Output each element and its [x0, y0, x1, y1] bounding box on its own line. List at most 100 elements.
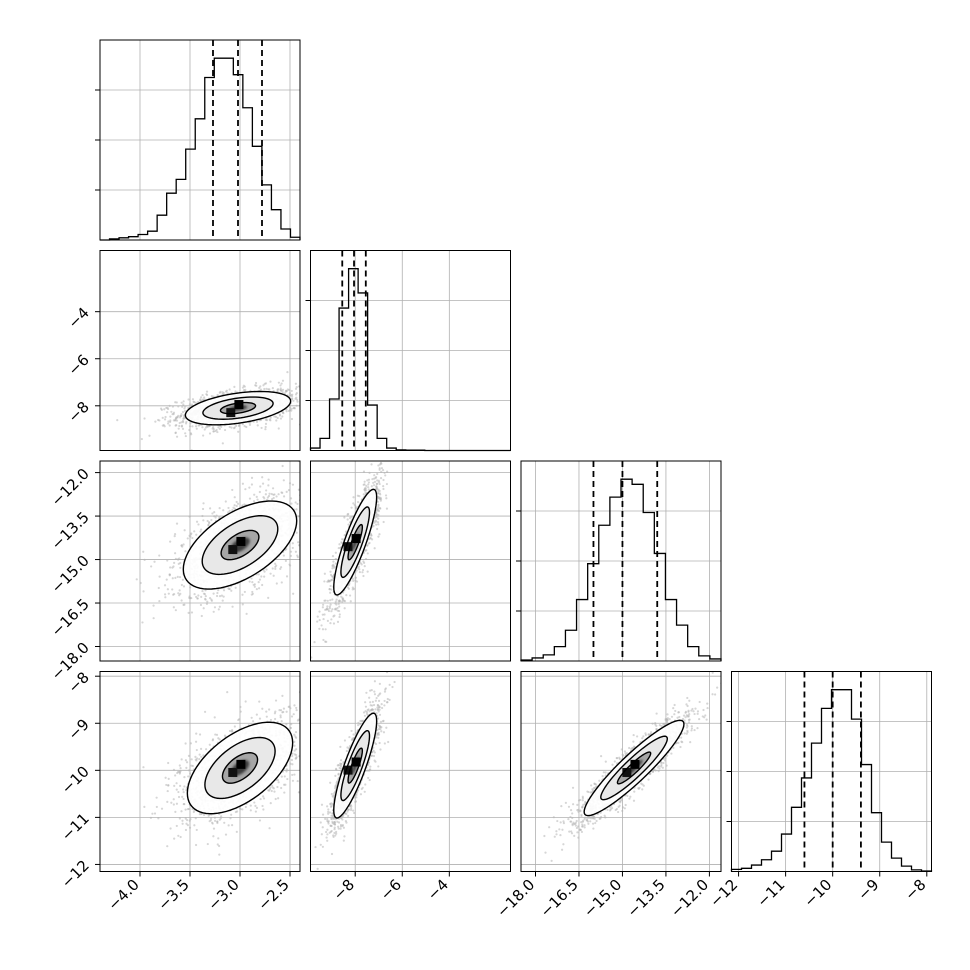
scatter-point [329, 603, 332, 606]
scatter-point [161, 424, 164, 427]
scatter-point [234, 390, 237, 393]
scatter-point [256, 424, 259, 427]
scatter-point [354, 505, 357, 508]
scatter-point [201, 514, 204, 518]
scatter-point [348, 516, 352, 520]
scatter-point [251, 592, 254, 595]
scatter-point [290, 417, 294, 421]
scatter-point [238, 423, 241, 427]
scatter-point [291, 397, 294, 400]
scatter-point [264, 493, 267, 496]
scatter-point [157, 586, 160, 590]
scatter-point [377, 517, 380, 520]
scatter-point [197, 523, 200, 526]
scatter-point [223, 428, 227, 432]
scatter-point [285, 490, 288, 493]
scatter-point [373, 480, 377, 483]
scatter-point [152, 604, 155, 607]
scatter-point [222, 509, 225, 512]
scatter-point [346, 518, 349, 521]
scatter-point [278, 414, 282, 417]
scatter-point [171, 588, 174, 591]
scatter-point [188, 515, 191, 518]
scatter-point [335, 608, 338, 611]
scatter-point [377, 535, 380, 538]
y-tick-label: −8 [64, 398, 92, 426]
scatter-point [169, 540, 172, 543]
scatter-point [266, 496, 269, 499]
scatter-point [243, 425, 246, 428]
scatter-point [355, 580, 359, 583]
scatter-point [285, 410, 288, 413]
histogram-step [730, 689, 933, 872]
scatter-point [385, 507, 389, 510]
scatter-point [182, 400, 185, 403]
scatter-point [272, 493, 275, 496]
scatter-point [167, 592, 170, 595]
scatter-point [188, 428, 191, 432]
scatter-point [382, 487, 385, 491]
scatter-point [158, 554, 161, 557]
scatter-point [382, 478, 385, 482]
scatter-point [329, 622, 332, 625]
scatter-point [176, 416, 179, 419]
scatter-point [281, 410, 284, 414]
scatter-point [271, 387, 274, 390]
scatter-point [296, 556, 299, 559]
scatter-point [321, 628, 325, 631]
scatter-point [366, 544, 369, 547]
scatter-point [289, 550, 293, 553]
scatter-point [184, 432, 187, 435]
scatter-point [180, 583, 183, 587]
scatter-point [329, 591, 332, 594]
scatter-point [178, 575, 182, 579]
scatter-point [269, 572, 272, 575]
scatter-point [184, 742, 187, 745]
scatter-point [274, 562, 277, 565]
scatter-point [213, 515, 216, 518]
scatter-point [321, 537, 323, 539]
scatter-point [383, 471, 386, 475]
scatter-point [217, 608, 220, 611]
scatter-point [362, 470, 366, 473]
scatter-point [286, 370, 289, 374]
scatter-point [327, 396, 329, 398]
scatter-point [175, 435, 179, 438]
scatter-point [257, 587, 261, 590]
density-peak [343, 542, 353, 552]
scatter-point [295, 396, 298, 399]
x-tick-label: −10 [800, 876, 835, 911]
scatter-point [378, 507, 382, 510]
scatter-point [314, 528, 316, 530]
scatter-point [184, 405, 187, 408]
scatter-point [297, 488, 300, 491]
scatter-point [322, 603, 325, 606]
scatter-point [305, 409, 307, 411]
scatter-point [211, 512, 214, 515]
scatter-point [274, 567, 277, 570]
scatter-point [198, 424, 201, 427]
scatter-point [237, 430, 240, 433]
scatter-point [343, 534, 346, 537]
scatter-point [307, 514, 309, 516]
scatter-point [202, 592, 206, 595]
scatter-point [331, 555, 335, 558]
scatter-point [186, 537, 189, 540]
scatter-point [189, 432, 192, 435]
scatter-point [269, 380, 272, 383]
scatter-point [295, 404, 298, 407]
scatter-point [215, 514, 218, 517]
scatter-point [241, 603, 244, 606]
scatter-point [290, 409, 293, 412]
scatter-point [377, 464, 380, 467]
scatter-point [326, 599, 329, 602]
scatter-point [174, 557, 177, 560]
scatter-point [372, 484, 376, 487]
scatter-point [221, 442, 224, 445]
scatter-point [212, 592, 215, 595]
scatter-point [337, 546, 340, 550]
scatter-point [218, 507, 221, 510]
scatter-point [259, 485, 262, 488]
scatter-point [375, 485, 378, 488]
scatter-point [261, 476, 264, 479]
